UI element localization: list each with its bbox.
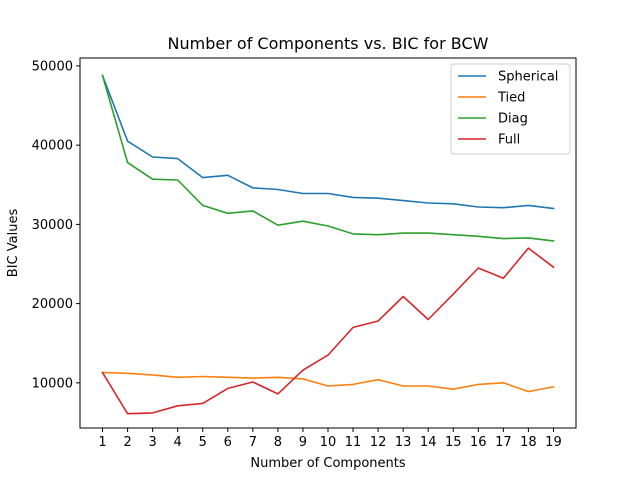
x-tick-label: 7 [249, 435, 257, 450]
series-line-spherical [101, 74, 555, 210]
x-tick-label: 3 [149, 435, 157, 450]
x-tick-label: 18 [520, 435, 537, 450]
x-tick-label: 13 [395, 435, 412, 450]
series-line-full [101, 247, 555, 415]
plot-area [101, 74, 555, 415]
y-tick-label: 10000 [32, 376, 73, 391]
x-tick-label: 11 [345, 435, 362, 450]
x-axis-title: Number of Components [250, 456, 405, 471]
series-line-diag [101, 74, 555, 242]
y-tick-label: 30000 [32, 218, 73, 233]
x-tick-label: 14 [420, 435, 437, 450]
legend-label-tied: Tied [497, 91, 525, 106]
y-axis: 10000 20000 30000 40000 50000 [32, 59, 80, 391]
y-tick-label: 50000 [32, 59, 73, 74]
legend: Spherical Tied Diag Full [450, 63, 571, 155]
x-tick-label: 9 [299, 435, 307, 450]
chart-title: Number of Components vs. BIC for BCW [168, 34, 489, 53]
x-tick-label: 2 [123, 435, 131, 450]
x-tick-label: 15 [445, 435, 462, 450]
y-axis-title: BIC Values [6, 209, 21, 278]
y-tick-label: 20000 [32, 297, 73, 312]
x-tick-label: 8 [274, 435, 282, 450]
x-tick-label: 5 [199, 435, 207, 450]
y-tick-label: 40000 [32, 139, 73, 154]
x-tick-label: 16 [470, 435, 487, 450]
x-tick-label: 12 [370, 435, 387, 450]
x-tick-label: 17 [495, 435, 512, 450]
legend-box [450, 63, 571, 155]
x-tick-label: 10 [320, 435, 337, 450]
x-tick-label: 19 [545, 435, 562, 450]
legend-label-diag: Diag [498, 112, 528, 127]
x-tick-label: 1 [98, 435, 106, 450]
x-axis: 1 2 3 4 5 6 7 8 9 10 11 12 13 14 15 16 17 18 19 [98, 428, 562, 450]
series-line-tied [101, 371, 555, 393]
legend-label-full: Full [498, 133, 520, 148]
x-tick-label: 6 [224, 435, 232, 450]
x-tick-label: 4 [174, 435, 182, 450]
legend-label-spherical: Spherical [498, 70, 558, 85]
